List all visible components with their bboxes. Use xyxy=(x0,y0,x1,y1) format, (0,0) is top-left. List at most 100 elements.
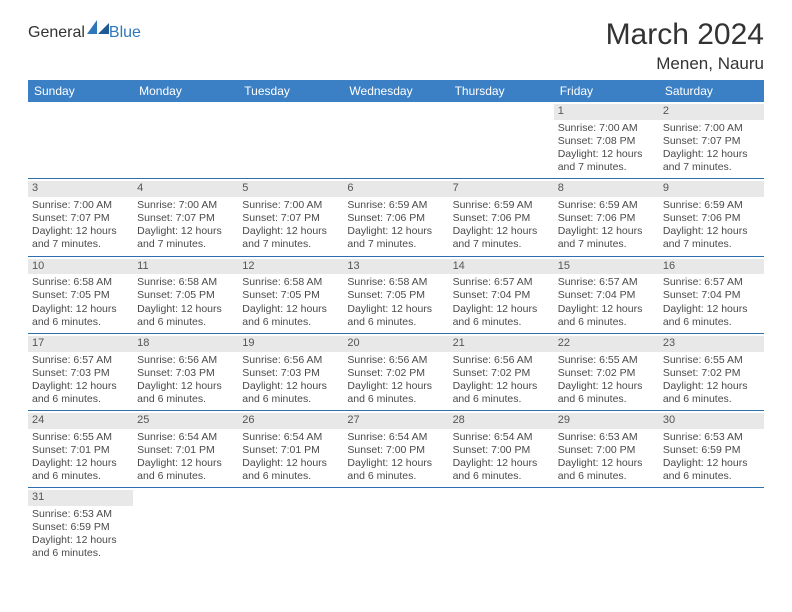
daylight-text: Daylight: 12 hours and 6 minutes. xyxy=(558,303,655,329)
logo-text-blue: Blue xyxy=(109,24,141,42)
day-cell: 25Sunrise: 6:54 AMSunset: 7:01 PMDayligh… xyxy=(133,411,238,487)
week-row: 3Sunrise: 7:00 AMSunset: 7:07 PMDaylight… xyxy=(28,179,764,256)
day-cell: 29Sunrise: 6:53 AMSunset: 7:00 PMDayligh… xyxy=(554,411,659,487)
sunrise-text: Sunrise: 6:55 AM xyxy=(32,431,129,444)
day-cell: 16Sunrise: 6:57 AMSunset: 7:04 PMDayligh… xyxy=(659,257,764,333)
sunrise-text: Sunrise: 6:56 AM xyxy=(453,354,550,367)
sunset-text: Sunset: 7:07 PM xyxy=(242,212,339,225)
daylight-text: Daylight: 12 hours and 6 minutes. xyxy=(347,457,444,483)
sunset-text: Sunset: 7:06 PM xyxy=(347,212,444,225)
sunset-text: Sunset: 7:00 PM xyxy=(558,444,655,457)
day-cell: 14Sunrise: 6:57 AMSunset: 7:04 PMDayligh… xyxy=(449,257,554,333)
weekday-monday: Monday xyxy=(133,80,238,102)
sunset-text: Sunset: 6:59 PM xyxy=(663,444,760,457)
logo: General Blue xyxy=(28,24,141,42)
day-number: 5 xyxy=(238,181,343,197)
sunset-text: Sunset: 6:59 PM xyxy=(32,521,129,534)
day-number: 23 xyxy=(659,336,764,352)
sunset-text: Sunset: 7:07 PM xyxy=(663,135,760,148)
day-number: 17 xyxy=(28,336,133,352)
sunrise-text: Sunrise: 6:56 AM xyxy=(242,354,339,367)
weekday-sunday: Sunday xyxy=(28,80,133,102)
daylight-text: Daylight: 12 hours and 7 minutes. xyxy=(32,225,129,251)
daylight-text: Daylight: 12 hours and 7 minutes. xyxy=(558,148,655,174)
daylight-text: Daylight: 12 hours and 6 minutes. xyxy=(347,380,444,406)
week-row: 24Sunrise: 6:55 AMSunset: 7:01 PMDayligh… xyxy=(28,411,764,488)
daylight-text: Daylight: 12 hours and 6 minutes. xyxy=(663,303,760,329)
day-number: 1 xyxy=(554,104,659,120)
day-number: 14 xyxy=(449,259,554,275)
sunrise-text: Sunrise: 6:55 AM xyxy=(663,354,760,367)
day-cell: 13Sunrise: 6:58 AMSunset: 7:05 PMDayligh… xyxy=(343,257,448,333)
sunset-text: Sunset: 7:03 PM xyxy=(137,367,234,380)
sunset-text: Sunset: 7:05 PM xyxy=(242,289,339,302)
page-title: March 2024 xyxy=(606,18,764,52)
weekday-friday: Friday xyxy=(554,80,659,102)
sunset-text: Sunset: 7:02 PM xyxy=(347,367,444,380)
day-number: 2 xyxy=(659,104,764,120)
daylight-text: Daylight: 12 hours and 6 minutes. xyxy=(32,380,129,406)
day-cell: 7Sunrise: 6:59 AMSunset: 7:06 PMDaylight… xyxy=(449,179,554,255)
day-number: 27 xyxy=(343,413,448,429)
day-number: 15 xyxy=(554,259,659,275)
day-number: 26 xyxy=(238,413,343,429)
sunrise-text: Sunrise: 7:00 AM xyxy=(137,199,234,212)
day-cell: 12Sunrise: 6:58 AMSunset: 7:05 PMDayligh… xyxy=(238,257,343,333)
sunset-text: Sunset: 7:00 PM xyxy=(347,444,444,457)
sunset-text: Sunset: 7:01 PM xyxy=(242,444,339,457)
day-number: 7 xyxy=(449,181,554,197)
day-cell: 3Sunrise: 7:00 AMSunset: 7:07 PMDaylight… xyxy=(28,179,133,255)
day-cell: 15Sunrise: 6:57 AMSunset: 7:04 PMDayligh… xyxy=(554,257,659,333)
day-cell: 18Sunrise: 6:56 AMSunset: 7:03 PMDayligh… xyxy=(133,334,238,410)
daylight-text: Daylight: 12 hours and 6 minutes. xyxy=(453,380,550,406)
empty-cell xyxy=(133,488,238,564)
sunrise-text: Sunrise: 6:58 AM xyxy=(137,276,234,289)
logo-text-general: General xyxy=(28,24,85,42)
daylight-text: Daylight: 12 hours and 6 minutes. xyxy=(242,380,339,406)
sunrise-text: Sunrise: 6:54 AM xyxy=(453,431,550,444)
sunset-text: Sunset: 7:07 PM xyxy=(32,212,129,225)
day-cell: 31Sunrise: 6:53 AMSunset: 6:59 PMDayligh… xyxy=(28,488,133,564)
empty-cell xyxy=(28,102,133,178)
day-cell: 30Sunrise: 6:53 AMSunset: 6:59 PMDayligh… xyxy=(659,411,764,487)
sunrise-text: Sunrise: 6:53 AM xyxy=(558,431,655,444)
daylight-text: Daylight: 12 hours and 7 minutes. xyxy=(242,225,339,251)
sunrise-text: Sunrise: 6:57 AM xyxy=(32,354,129,367)
sunrise-text: Sunrise: 6:54 AM xyxy=(347,431,444,444)
day-number: 13 xyxy=(343,259,448,275)
sunrise-text: Sunrise: 6:54 AM xyxy=(137,431,234,444)
day-cell: 28Sunrise: 6:54 AMSunset: 7:00 PMDayligh… xyxy=(449,411,554,487)
day-number: 28 xyxy=(449,413,554,429)
daylight-text: Daylight: 12 hours and 7 minutes. xyxy=(663,225,760,251)
daylight-text: Daylight: 12 hours and 6 minutes. xyxy=(137,380,234,406)
empty-cell xyxy=(343,102,448,178)
weeks-container: 1Sunrise: 7:00 AMSunset: 7:08 PMDaylight… xyxy=(28,102,764,565)
day-cell: 20Sunrise: 6:56 AMSunset: 7:02 PMDayligh… xyxy=(343,334,448,410)
daylight-text: Daylight: 12 hours and 6 minutes. xyxy=(453,303,550,329)
sunrise-text: Sunrise: 6:57 AM xyxy=(663,276,760,289)
sunset-text: Sunset: 7:08 PM xyxy=(558,135,655,148)
sunrise-text: Sunrise: 6:55 AM xyxy=(558,354,655,367)
week-row: 1Sunrise: 7:00 AMSunset: 7:08 PMDaylight… xyxy=(28,102,764,179)
sunset-text: Sunset: 7:05 PM xyxy=(32,289,129,302)
day-number: 8 xyxy=(554,181,659,197)
week-row: 10Sunrise: 6:58 AMSunset: 7:05 PMDayligh… xyxy=(28,257,764,334)
day-cell: 17Sunrise: 6:57 AMSunset: 7:03 PMDayligh… xyxy=(28,334,133,410)
day-number: 6 xyxy=(343,181,448,197)
location: Menen, Nauru xyxy=(606,54,764,74)
day-number: 16 xyxy=(659,259,764,275)
sunrise-text: Sunrise: 6:53 AM xyxy=(32,508,129,521)
sunset-text: Sunset: 7:05 PM xyxy=(137,289,234,302)
header: General Blue March 2024 Menen, Nauru xyxy=(28,18,764,74)
weekday-saturday: Saturday xyxy=(659,80,764,102)
day-cell: 26Sunrise: 6:54 AMSunset: 7:01 PMDayligh… xyxy=(238,411,343,487)
day-cell: 6Sunrise: 6:59 AMSunset: 7:06 PMDaylight… xyxy=(343,179,448,255)
sunset-text: Sunset: 7:02 PM xyxy=(663,367,760,380)
day-cell: 19Sunrise: 6:56 AMSunset: 7:03 PMDayligh… xyxy=(238,334,343,410)
daylight-text: Daylight: 12 hours and 6 minutes. xyxy=(558,380,655,406)
daylight-text: Daylight: 12 hours and 6 minutes. xyxy=(558,457,655,483)
sunset-text: Sunset: 7:04 PM xyxy=(453,289,550,302)
empty-cell xyxy=(238,488,343,564)
daylight-text: Daylight: 12 hours and 6 minutes. xyxy=(663,380,760,406)
day-cell: 5Sunrise: 7:00 AMSunset: 7:07 PMDaylight… xyxy=(238,179,343,255)
